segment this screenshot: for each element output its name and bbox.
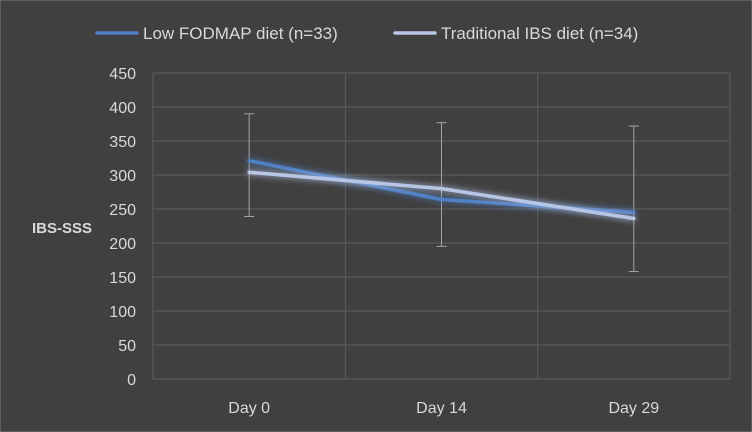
y-axis-ticks: 0 50 100 150 200 250 300 350 400 450 — [109, 66, 136, 389]
error-bar — [628, 125, 639, 273]
y-tick-label: 350 — [109, 134, 136, 151]
y-tick-label: 0 — [127, 372, 136, 389]
x-tick-label: Day 14 — [416, 400, 467, 417]
x-axis-ticks: Day 0 Day 14 Day 29 — [228, 400, 659, 417]
legend-label: Low FODMAP diet (n=33) — [143, 24, 338, 43]
y-axis-label: IBS-SSS — [32, 220, 92, 237]
error-bars — [244, 113, 639, 273]
legend-item: Low FODMAP diet (n=33) — [95, 24, 338, 43]
y-tick-label: 300 — [109, 168, 136, 185]
series-line-2 — [247, 170, 636, 221]
series-lines — [247, 158, 636, 221]
y-tick-label: 200 — [109, 236, 136, 253]
legend: Low FODMAP diet (n=33) Traditional IBS di… — [95, 24, 638, 43]
x-tick-label: Day 0 — [228, 400, 270, 417]
x-tick-label: Day 29 — [608, 400, 659, 417]
legend-item: Traditional IBS diet (n=34) — [393, 24, 638, 43]
legend-label: Traditional IBS diet (n=34) — [441, 24, 638, 43]
error-bar — [436, 122, 447, 247]
y-tick-label: 50 — [118, 338, 136, 355]
y-tick-label: 450 — [109, 66, 136, 83]
y-tick-label: 250 — [109, 202, 136, 219]
y-tick-label: 100 — [109, 304, 136, 321]
error-bar — [244, 113, 255, 217]
y-tick-label: 400 — [109, 100, 136, 117]
y-tick-label: 150 — [109, 270, 136, 287]
